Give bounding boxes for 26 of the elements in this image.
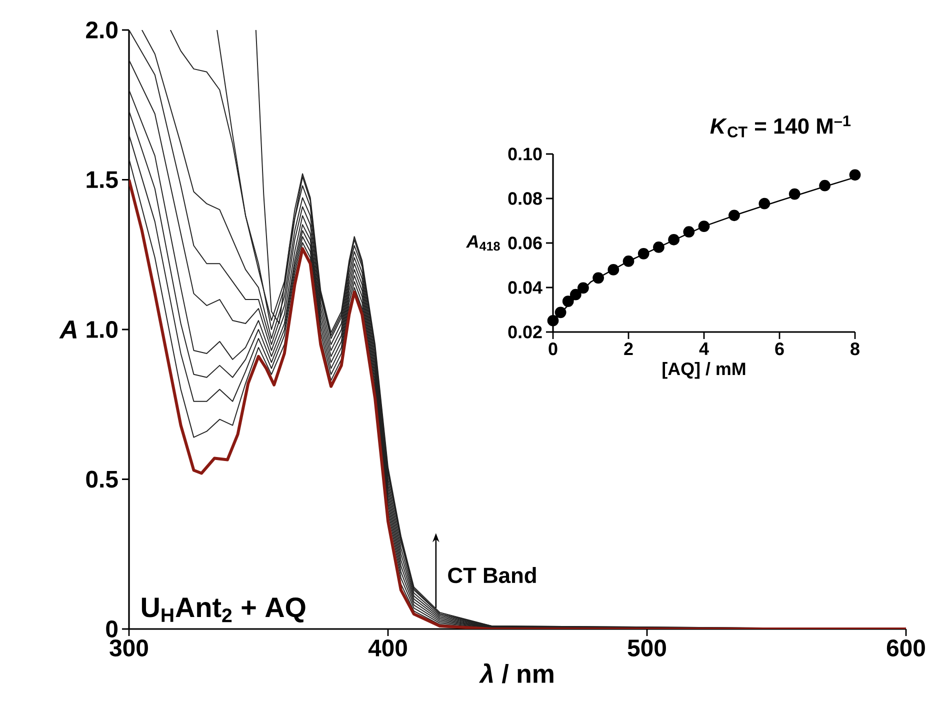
y-axis-title: A <box>59 320 77 338</box>
x-tick-label: 6 <box>775 342 784 356</box>
x-tick-label: 4 <box>699 342 709 355</box>
x-axis-title: [AQ] / mM <box>662 362 746 379</box>
y-tick-label: 1.5 <box>86 171 118 188</box>
x-tick-label: 0 <box>548 342 558 356</box>
x-tick-label: 400 <box>368 640 407 656</box>
y-axis-title: A$_{418}$ <box>466 235 500 251</box>
chart-title: K$_{CT}$ = 140 M$^{–1}$ <box>710 116 851 138</box>
y-tick-label: 0.5 <box>86 470 118 488</box>
x-axis-title: λ / nm <box>478 663 554 684</box>
y-tick-label: 2.0 <box>86 22 118 38</box>
x-tick-label: 8 <box>850 342 860 356</box>
y-tick-label: 1.0 <box>86 321 118 338</box>
x-tick-label: 2 <box>624 342 633 356</box>
x-tick-label: 500 <box>628 640 666 656</box>
y-tick-label: 0.06 <box>508 236 542 250</box>
y-tick-label: 0 <box>106 620 118 638</box>
y-tick-label: 0.08 <box>508 192 542 205</box>
x-tick-label: 300 <box>110 640 148 656</box>
annotation: CT Band <box>448 567 536 584</box>
y-tick-label: 0.02 <box>508 326 542 338</box>
x-tick-label: 600 <box>886 640 925 656</box>
annotation: U$_{H}$Ant$_{2}$ + AQ <box>142 598 306 622</box>
y-tick-label: 0.10 <box>508 148 542 160</box>
y-tick-label: 0.04 <box>508 281 542 294</box>
